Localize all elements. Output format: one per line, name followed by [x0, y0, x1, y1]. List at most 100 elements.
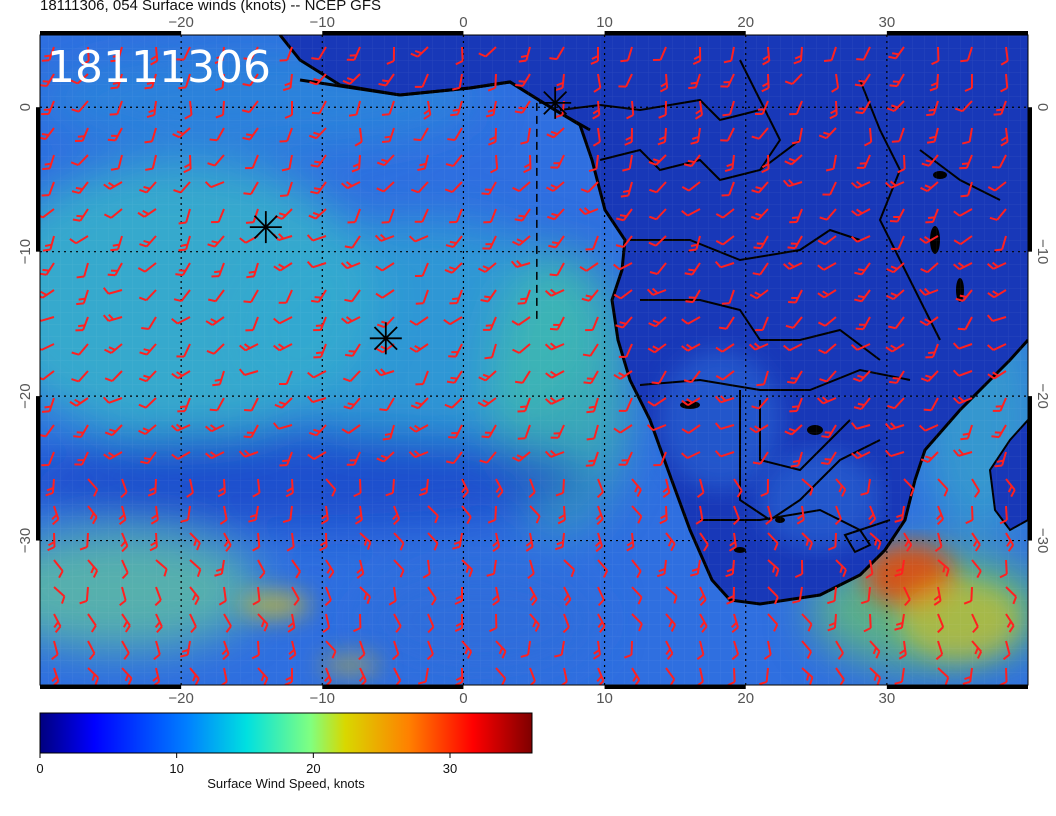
wind-barb	[618, 451, 633, 466]
wind-barb	[721, 181, 735, 197]
wind-barb	[212, 370, 225, 387]
wind-barb	[319, 532, 328, 552]
wind-barb	[40, 370, 55, 381]
wind-barb	[73, 424, 89, 439]
wind-barb	[291, 586, 300, 606]
wind-barb	[626, 532, 635, 552]
wind-barb	[208, 289, 225, 303]
wind-barb	[1005, 613, 1015, 633]
wind-barb	[648, 316, 667, 328]
wind-barb	[139, 343, 157, 356]
wind-barb	[447, 127, 463, 142]
wind-barb	[510, 260, 531, 269]
wind-barb	[41, 100, 55, 116]
wind-barb	[690, 127, 701, 145]
wind-barb	[550, 424, 565, 439]
wind-barb	[418, 478, 429, 497]
wind-barb	[999, 505, 1008, 525]
wind-barb	[517, 424, 531, 440]
wind-barb	[252, 586, 261, 606]
wind-barb	[919, 235, 939, 244]
wind-barb	[971, 478, 981, 498]
wind-barb	[171, 370, 191, 380]
wind-barb	[102, 287, 123, 295]
wind-barb	[929, 73, 939, 92]
wind-barb	[662, 478, 671, 498]
wind-barb	[87, 667, 100, 685]
wind-barb	[324, 586, 332, 607]
wind-barb	[963, 586, 973, 605]
wind-barb	[344, 289, 361, 303]
wind-barb	[796, 505, 805, 525]
wind-barb	[238, 368, 259, 376]
wind-barb	[223, 532, 232, 552]
wind-barb	[529, 613, 540, 632]
wind-barb	[869, 640, 881, 659]
wind-barb	[725, 559, 735, 578]
wind-barb	[183, 154, 192, 174]
wind-barb	[1002, 640, 1011, 661]
wind-barb	[489, 613, 498, 633]
wind-barb	[51, 667, 60, 685]
wind-barb	[121, 613, 131, 633]
wind-barb	[920, 262, 939, 274]
wind-barb	[596, 667, 605, 685]
wind-barb	[409, 343, 429, 353]
wind-barb	[478, 262, 497, 273]
wind-barb	[171, 451, 191, 460]
lon-tick-label-top: 20	[737, 14, 754, 31]
wind-barb	[53, 586, 66, 604]
wind-barb	[110, 46, 123, 63]
wind-barb	[374, 233, 395, 242]
wind-barb	[925, 208, 939, 224]
wind-barb	[595, 505, 604, 526]
wind-barb	[311, 100, 327, 115]
wind-barb	[487, 505, 497, 524]
wind-barb	[921, 154, 939, 167]
wind-barb	[189, 667, 200, 685]
wind-barb	[214, 559, 225, 577]
wind-barb	[613, 370, 633, 380]
wind-barb	[714, 422, 735, 430]
wind-barb	[681, 208, 701, 217]
wind-barb	[631, 613, 643, 632]
wind-barb	[103, 181, 123, 190]
wind-barb	[665, 586, 678, 604]
wind-barb	[994, 235, 1007, 252]
wind-barb	[480, 289, 497, 303]
wind-barb	[894, 667, 905, 685]
wind-barb	[933, 586, 942, 606]
wind-barb	[205, 316, 225, 326]
wind-barb	[393, 667, 402, 685]
wind-barb	[1000, 127, 1009, 147]
wind-barb	[445, 235, 463, 248]
wind-barb	[170, 423, 191, 432]
wind-barb	[252, 532, 261, 552]
wind-barb	[647, 397, 667, 407]
wind-barb	[822, 181, 837, 196]
wind-barb	[449, 289, 463, 305]
wind-barb	[207, 235, 225, 248]
wind-barb	[748, 342, 769, 351]
wind-barb	[308, 127, 327, 140]
wind-barb	[207, 154, 225, 167]
wind-barb	[41, 451, 55, 467]
wind-barb	[341, 316, 361, 325]
wind-barb	[375, 289, 395, 299]
wind-barb	[520, 127, 531, 145]
wind-barb	[445, 451, 463, 465]
wind-barb	[489, 154, 499, 174]
wind-barb	[172, 127, 191, 139]
wind-barb	[884, 449, 905, 458]
wind-barb	[452, 73, 463, 91]
wind-barb	[592, 127, 601, 147]
wind-barb	[291, 559, 301, 579]
wind-barb	[952, 448, 973, 457]
wind-barb	[903, 532, 913, 552]
wind-barb	[512, 451, 531, 462]
wind-barb	[953, 262, 973, 271]
wind-barb	[618, 397, 633, 412]
wind-barb	[829, 100, 838, 120]
wind-barb	[72, 208, 89, 222]
wind-barb	[593, 73, 602, 93]
